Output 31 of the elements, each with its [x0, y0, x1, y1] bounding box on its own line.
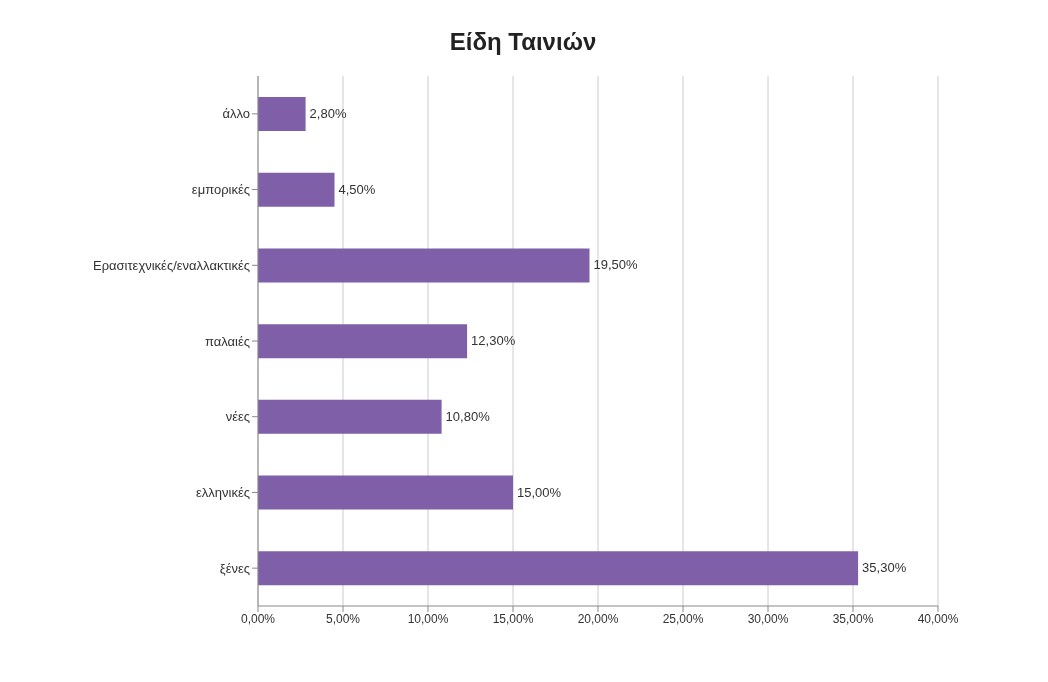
y-tick-label: ελληνικές [196, 485, 250, 501]
bar [258, 97, 306, 131]
bar [258, 475, 513, 510]
x-tick-label: 40,00% [917, 611, 959, 626]
chart-title: Είδη Ταινιών [448, 27, 598, 56]
x-tick-label: 15,00% [492, 611, 534, 626]
x-tick-label: 30,00% [747, 611, 789, 626]
x-tick-label: 35,00% [832, 611, 874, 626]
x-tick-label: 0,00% [240, 611, 276, 626]
x-tick-label: 5,00% [325, 611, 361, 626]
bar [258, 399, 442, 434]
data-label: 12,30% [471, 333, 516, 349]
y-tick-label: παλαιές [204, 333, 250, 349]
data-label: 15,00% [517, 484, 562, 500]
x-tick-label: 25,00% [662, 611, 704, 626]
x-tick-label: 10,00% [407, 611, 449, 626]
bar [258, 551, 859, 586]
bar [258, 172, 335, 207]
y-tick-label: νέες [225, 409, 250, 425]
y-tick-label: άλλο [222, 106, 250, 122]
x-tick-label: 20,00% [577, 611, 619, 626]
data-label: 4,50% [338, 181, 376, 197]
data-label: 10,80% [445, 408, 491, 424]
data-label: 35,30% [862, 560, 907, 576]
data-label: 2,80% [309, 106, 347, 121]
bar [258, 324, 468, 359]
data-label: 19,50% [593, 257, 639, 273]
bar [258, 248, 590, 283]
y-tick-label: ξένες [219, 560, 250, 576]
y-tick-label: Ερασιτεχνικές/εναλλακτικές [92, 257, 250, 273]
y-tick-label: εμπορικές [191, 182, 250, 198]
